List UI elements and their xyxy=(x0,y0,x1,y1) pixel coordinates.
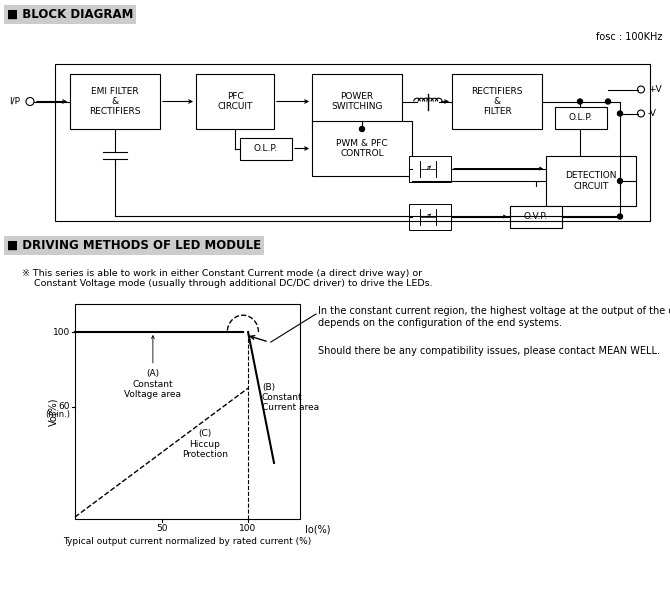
Bar xyxy=(70,74,160,129)
Circle shape xyxy=(578,99,582,104)
Bar xyxy=(409,203,451,230)
Text: I/P: I/P xyxy=(9,97,20,106)
Text: (B)
Constant
Current area: (B) Constant Current area xyxy=(262,383,319,413)
Bar xyxy=(555,106,607,128)
Text: -V: -V xyxy=(648,109,657,118)
Text: 100: 100 xyxy=(53,327,70,336)
Bar xyxy=(409,155,451,182)
Text: O.L.P.: O.L.P. xyxy=(254,144,278,153)
Text: O.L.P.: O.L.P. xyxy=(569,113,593,122)
Text: 50: 50 xyxy=(156,524,168,533)
Text: (A)
Constant
Voltage area: (A) Constant Voltage area xyxy=(125,370,182,399)
Bar xyxy=(240,138,292,160)
Text: (min.): (min.) xyxy=(45,410,70,419)
Text: fosc : 100KHz: fosc : 100KHz xyxy=(596,32,662,42)
Bar xyxy=(452,74,542,129)
Text: ※ This series is able to work in either Constant Current mode (a direct drive wa: ※ This series is able to work in either … xyxy=(22,269,433,289)
Text: EMI FILTER
&
RECTIFIERS: EMI FILTER & RECTIFIERS xyxy=(89,87,141,117)
Circle shape xyxy=(618,214,622,219)
Bar xyxy=(55,64,650,221)
Text: 60: 60 xyxy=(58,402,70,411)
Text: Should there be any compatibility issues, please contact MEAN WELL.: Should there be any compatibility issues… xyxy=(318,346,660,356)
Bar xyxy=(546,156,636,206)
Bar xyxy=(312,121,412,176)
Text: O.V.P.: O.V.P. xyxy=(524,212,548,221)
Circle shape xyxy=(606,99,610,104)
Circle shape xyxy=(618,179,622,184)
Text: Typical output current normalized by rated current (%): Typical output current normalized by rat… xyxy=(64,537,312,546)
Circle shape xyxy=(360,126,364,131)
Text: +V: +V xyxy=(648,85,662,94)
Bar xyxy=(312,74,402,129)
Text: Vo(%): Vo(%) xyxy=(48,397,58,426)
Text: ■ BLOCK DIAGRAM: ■ BLOCK DIAGRAM xyxy=(7,8,133,21)
Text: In the constant current region, the highest voltage at the output of the driver
: In the constant current region, the high… xyxy=(318,306,670,328)
Text: Io(%): Io(%) xyxy=(305,524,330,534)
Circle shape xyxy=(618,111,622,116)
Text: RECTIFIERS
&
FILTER: RECTIFIERS & FILTER xyxy=(471,87,523,117)
Bar xyxy=(196,74,274,129)
Bar xyxy=(75,304,300,519)
Text: PWM & PFC
CONTROL: PWM & PFC CONTROL xyxy=(336,139,388,158)
Text: 100: 100 xyxy=(239,524,257,533)
Bar xyxy=(510,206,562,228)
Text: PFC
CIRCUIT: PFC CIRCUIT xyxy=(217,92,253,111)
Text: ■ DRIVING METHODS OF LED MODULE: ■ DRIVING METHODS OF LED MODULE xyxy=(7,239,261,252)
Text: (C)
Hiccup
Protection: (C) Hiccup Protection xyxy=(182,429,228,459)
Text: DETECTION
CIRCUIT: DETECTION CIRCUIT xyxy=(565,171,617,191)
Text: POWER
SWITCHING: POWER SWITCHING xyxy=(331,92,383,111)
